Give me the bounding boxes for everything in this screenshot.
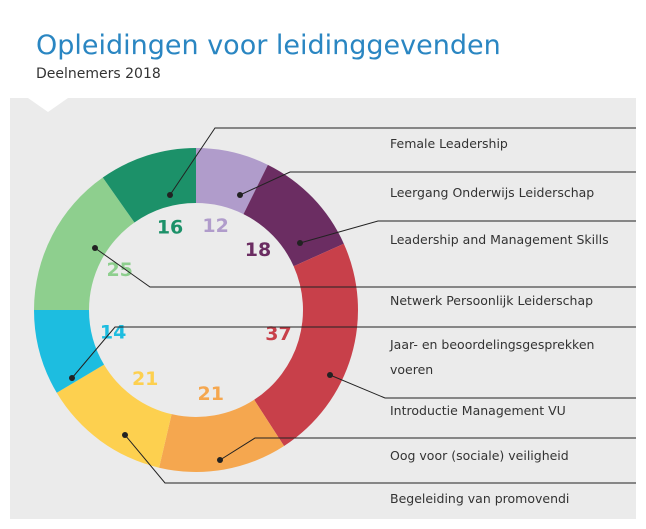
donut-slice <box>159 399 285 472</box>
donut-slice <box>102 148 196 223</box>
legend-label: Introductie Management VU <box>390 403 566 418</box>
leader-line <box>239 171 636 196</box>
leader-dot <box>217 457 223 463</box>
legend-label: Jaar- en beoordelingsgesprekken voeren <box>390 337 595 377</box>
leader-line <box>299 220 636 244</box>
donut-slice <box>56 364 172 468</box>
leader-dot <box>237 192 243 198</box>
value-label: 21 <box>198 383 224 405</box>
value-label: 21 <box>132 368 158 390</box>
chart-title: Opleidingen voor leidinggevenden <box>36 30 501 61</box>
donut-slice <box>243 164 344 267</box>
legend-label: Begeleiding van promovendi <box>390 491 570 506</box>
leader-dot <box>327 372 333 378</box>
leader-dot <box>69 375 75 381</box>
legend-label: Netwerk Persoonlijk Leiderschap <box>390 293 594 308</box>
leader-line <box>124 434 636 484</box>
leader-line <box>169 127 636 196</box>
value-label: 25 <box>106 259 132 281</box>
legend-label: Leergang Onderwijs Leiderschap <box>390 185 595 200</box>
donut-slice <box>34 310 105 393</box>
header: Opleidingen voor leidinggevenden Deelnem… <box>10 10 636 98</box>
donut-slice <box>34 177 135 310</box>
legend-label: Female Leadership <box>390 136 508 151</box>
leader-line <box>94 247 636 288</box>
value-label: 12 <box>202 215 228 237</box>
leader-line <box>329 374 636 399</box>
chart-subtitle: Deelnemers 2018 <box>36 66 161 82</box>
leader-dot <box>167 192 173 198</box>
donut-slice <box>254 243 359 446</box>
legend-label: Leadership and Management Skills <box>390 232 609 247</box>
leader-dot <box>122 432 128 438</box>
value-label: 16 <box>157 217 183 239</box>
leader-line <box>71 326 636 379</box>
donut-slice <box>196 148 268 215</box>
leader-dot <box>297 240 303 246</box>
value-label: 37 <box>265 323 291 345</box>
leader-dot <box>92 245 98 251</box>
legend-label: Oog voor (sociale) veiligheid <box>390 448 569 463</box>
notch <box>28 98 68 112</box>
leader-line <box>219 437 636 461</box>
value-label: 18 <box>245 239 271 261</box>
